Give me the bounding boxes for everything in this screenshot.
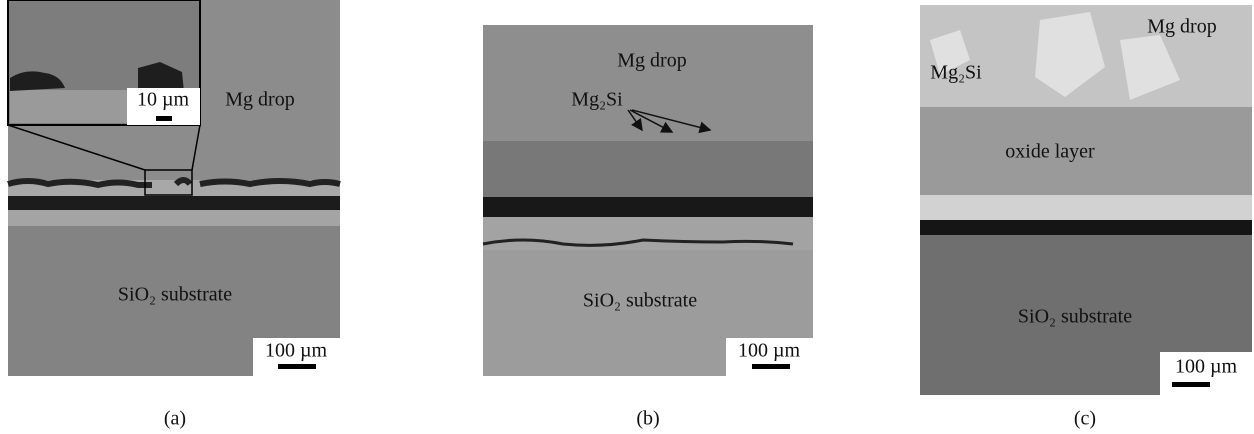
oxide-label: oxide layer [1005, 141, 1095, 163]
dark-band [8, 196, 340, 210]
dark-band [920, 220, 1252, 235]
textured-band [483, 217, 813, 250]
scale-bar [752, 364, 790, 369]
oxide-region [483, 141, 813, 197]
panel-a: 10 µm Mg drop SiO₂ substrate 100 µm (a) [8, 0, 340, 430]
panel-b: Mg drop Mg₂Si SiO₂ substrate 100 µm (b) [483, 25, 813, 430]
substrate-label: SiO₂ substrate [1018, 306, 1132, 328]
inset-scale-bar [156, 116, 172, 121]
substrate-label: SiO₂ substrate [118, 284, 232, 306]
phase-label: Mg₂Si [571, 89, 623, 111]
scale-label: 100 µm [738, 340, 801, 362]
dark-band [483, 197, 813, 217]
drop-label: Mg drop [617, 50, 686, 72]
light-band [8, 210, 340, 226]
figure: 10 µm Mg drop SiO₂ substrate 100 µm (a) … [0, 0, 1254, 434]
mg-drop-region [483, 25, 813, 141]
scale-label: 100 µm [1175, 356, 1238, 378]
drop-label: Mg drop [225, 89, 294, 111]
scale-label: 100 µm [265, 340, 328, 362]
oxide-light [920, 195, 1252, 220]
caption: (b) [636, 408, 659, 430]
scale-bar [278, 364, 316, 369]
caption: (a) [164, 408, 186, 430]
panel-c: Mg drop Mg₂Si oxide layer SiO₂ substrate… [920, 5, 1252, 430]
caption: (c) [1074, 408, 1096, 430]
drop-label: Mg drop [1147, 16, 1216, 38]
inset-scale-label: 10 µm [137, 89, 190, 111]
substrate-label: SiO₂ substrate [583, 290, 697, 312]
phase-label: Mg₂Si [930, 62, 982, 84]
scale-bar [1172, 382, 1210, 387]
